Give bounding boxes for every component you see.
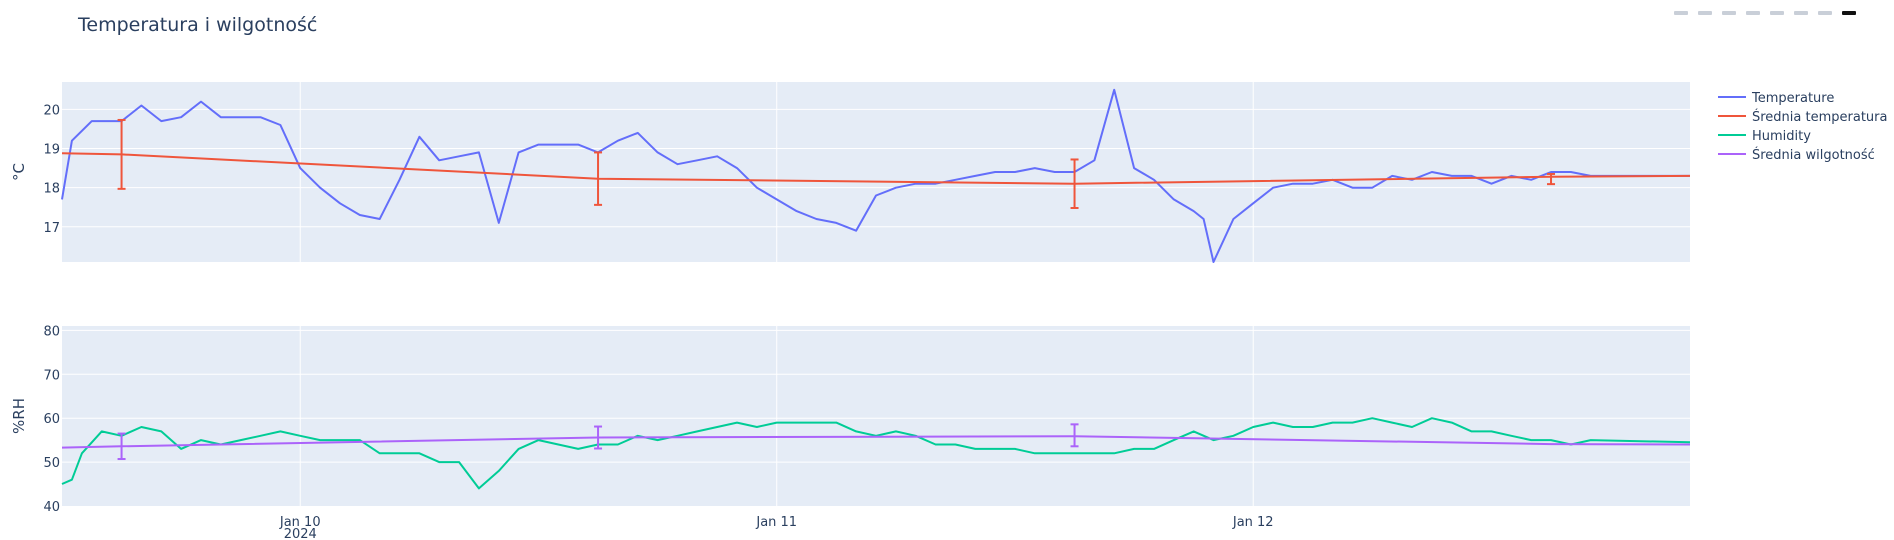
zoom-icon[interactable] — [1698, 11, 1712, 15]
error-bar — [594, 151, 603, 206]
plot-area-top — [62, 82, 1690, 262]
y-tick-label: 19 — [43, 143, 60, 158]
zoom-in-icon[interactable] — [1746, 11, 1760, 15]
error-bar — [1547, 172, 1556, 186]
plotly-logo-icon[interactable] — [1842, 11, 1856, 15]
modebar[interactable] — [1664, 0, 1894, 15]
x-tick-label: Jan 10 — [279, 515, 321, 530]
zoom-out-icon[interactable] — [1770, 11, 1784, 15]
y-tick-label: 50 — [43, 456, 60, 471]
x-tick-sublabel: 2024 — [284, 527, 317, 540]
series-line-średnia-wilgotność — [61, 435, 1691, 449]
error-bar — [1070, 423, 1079, 448]
y-tick-label: 40 — [43, 500, 60, 515]
error-bar — [1070, 158, 1079, 209]
error-bar — [594, 425, 603, 450]
error-bar — [117, 118, 126, 190]
reset-axes-icon[interactable] — [1818, 11, 1832, 15]
legend-label: Humidity — [1752, 129, 1811, 144]
legend-item[interactable]: Temperature — [1718, 91, 1834, 106]
plot-area-bottom — [62, 326, 1690, 506]
camera-icon[interactable] — [1674, 11, 1688, 15]
legend-item[interactable]: Humidity — [1718, 129, 1811, 144]
y-tick-label: 20 — [43, 103, 60, 118]
y-axis-label: °C — [10, 163, 28, 181]
legend: Temperature Średnia temperatura Humidity Śr… — [1718, 91, 1887, 163]
series-line-średnia-temperatura — [61, 152, 1691, 185]
x-tick-label: Jan 12 — [1232, 515, 1274, 530]
y-tick-label: 18 — [43, 182, 60, 197]
y-tick-label: 80 — [43, 324, 60, 339]
chart-title: Temperatura i wilgotność — [78, 14, 318, 36]
y-tick-label: 70 — [43, 368, 60, 383]
series-line-humidity — [61, 417, 1691, 490]
y-tick-label: 17 — [43, 221, 60, 236]
legend-label: Średnia temperatura — [1752, 109, 1887, 125]
series-line-temperature — [61, 88, 1690, 263]
legend-label: Średnia wilgotność — [1752, 147, 1875, 163]
legend-item[interactable]: Średnia wilgotność — [1718, 147, 1875, 163]
autoscale-icon[interactable] — [1794, 11, 1808, 15]
legend-item[interactable]: Średnia temperatura — [1718, 109, 1887, 125]
legend-label: Temperature — [1751, 91, 1834, 106]
pan-icon[interactable] — [1722, 11, 1736, 15]
x-tick-label: Jan 11 — [755, 515, 797, 530]
error-bar — [117, 432, 126, 461]
y-tick-label: 60 — [43, 412, 60, 427]
y-axis-label: %RH — [10, 398, 28, 434]
